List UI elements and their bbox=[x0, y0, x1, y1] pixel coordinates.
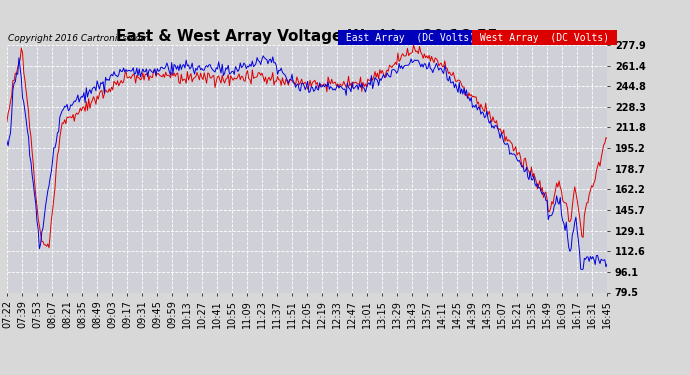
Text: East Array  (DC Volts): East Array (DC Volts) bbox=[340, 33, 481, 42]
Text: West Array  (DC Volts): West Array (DC Volts) bbox=[474, 33, 615, 42]
Title: East & West Array Voltage Wed Jan 20 16:55: East & West Array Voltage Wed Jan 20 16:… bbox=[116, 29, 498, 44]
Text: Copyright 2016 Cartronics.com: Copyright 2016 Cartronics.com bbox=[8, 33, 149, 42]
